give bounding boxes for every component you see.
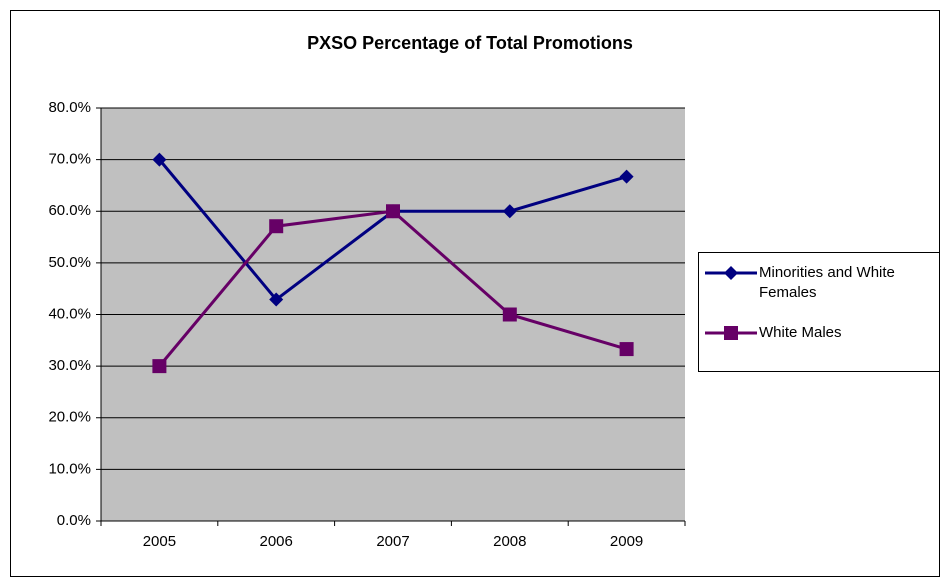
marker (724, 326, 738, 340)
x-tick-label: 2008 (493, 533, 526, 550)
legend-swatch (705, 266, 757, 280)
y-tick-label: 50.0% (48, 254, 91, 271)
legend-label: Minorities and White Females (759, 264, 895, 301)
marker (152, 359, 167, 374)
x-tick-label: 2005 (143, 533, 176, 550)
chart-title: PXSO Percentage of Total Promotions (307, 33, 633, 53)
y-tick-label: 30.0% (48, 357, 91, 374)
y-tick-label: 10.0% (48, 460, 91, 477)
marker (619, 169, 634, 184)
y-tick-label: 70.0% (48, 151, 91, 168)
marker (269, 219, 284, 234)
legend: Minorities and White Females White Males (698, 252, 940, 372)
marker (386, 204, 400, 219)
x-tick-label: 2007 (376, 533, 409, 550)
y-tick-label: 80.0% (48, 99, 91, 116)
x-tick-label: 2009 (610, 533, 643, 550)
y-tick-label: 60.0% (48, 202, 91, 219)
marker (269, 292, 284, 307)
y-tick-label: 40.0% (48, 305, 91, 322)
marker (152, 152, 167, 167)
y-tick-label: 0.0% (57, 512, 91, 529)
marker (619, 342, 634, 357)
legend-swatch (705, 326, 757, 340)
marker (724, 266, 738, 280)
x-tick-label: 2006 (260, 533, 293, 550)
marker (502, 204, 517, 219)
legend-label: White Males (759, 324, 842, 341)
marker (502, 307, 517, 322)
y-tick-label: 20.0% (48, 409, 91, 426)
